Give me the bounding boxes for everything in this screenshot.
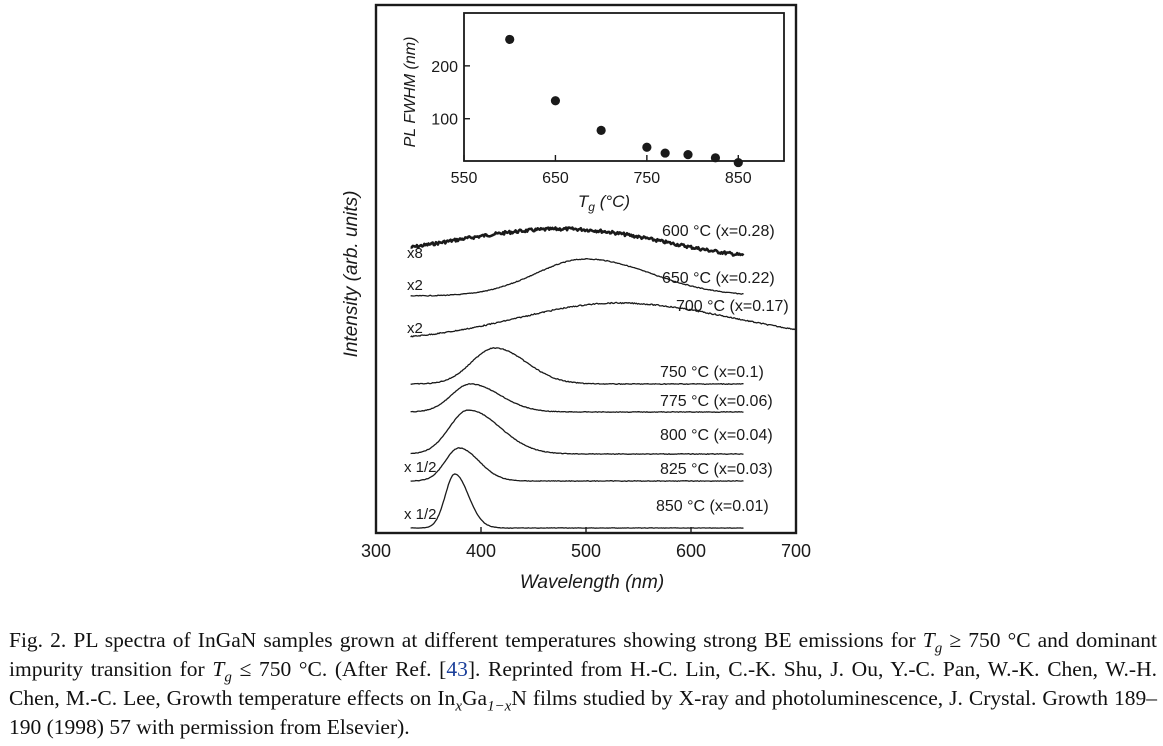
inset-y-axis-title: PL FWHM (nm) [402, 37, 419, 148]
inset-x-axis-title: Tg (°C) [578, 192, 630, 214]
spectrum-line [410, 226, 745, 257]
main-y-axis-title: Intensity (arb. units) [341, 191, 362, 358]
caption-tg-2: T [212, 657, 225, 681]
inset-y-tick-label: 100 [431, 112, 458, 129]
inset-x-tick-label: 550 [451, 170, 478, 187]
main-x-tick-label: 700 [781, 541, 811, 561]
spectrum-label: 600 °C (x=0.28) [662, 223, 775, 240]
inset-plot-frame [463, 12, 785, 162]
caption-text-2: ≥ 750 °C and dominant impurity transitio… [9, 628, 1157, 681]
spectrum-label: 825 °C (x=0.03) [660, 461, 773, 478]
scale-factor-label: x 1/2 [404, 506, 437, 523]
inset-data-point [733, 157, 743, 168]
scale-factor-label: x 1/2 [404, 459, 437, 476]
caption-sub-1mx: 1−x [487, 698, 512, 715]
spectrum-label: 800 °C (x=0.04) [660, 427, 773, 444]
spectrum-line [410, 409, 744, 455]
spectrum-line [410, 347, 744, 386]
inset-data-point [642, 142, 652, 152]
scale-factor-label: x8 [407, 245, 423, 262]
inset-data-point [660, 148, 670, 158]
spectrum-label: 850 °C (x=0.01) [656, 498, 769, 515]
inset-data-point [596, 125, 606, 135]
caption-text-5: N films studied by X-ray and photolumine… [9, 686, 1158, 739]
spectrum-line [410, 447, 744, 482]
main-x-tick-label: 500 [571, 541, 601, 561]
spectrum-label: 700 °C (x=0.17) [676, 298, 789, 315]
inset-x-tick-label: 650 [542, 170, 569, 187]
figure: 550 650 750 850 100 200 300 400 500 600 700 600 °C… [341, 3, 811, 593]
spectrum-line [410, 257, 744, 297]
inset-data-point [683, 150, 693, 160]
caption-fig-label: Fig. 2. [9, 628, 67, 652]
spectrum-label: 775 °C (x=0.06) [660, 393, 773, 410]
main-x-tick-label: 300 [361, 541, 391, 561]
spectrum-label: 750 °C (x=0.1) [660, 364, 764, 381]
inset-data-point [505, 34, 515, 45]
main-layer: 300 400 500 600 700 600 °C (x=0.28) x8 650 °C (… [361, 223, 811, 561]
spectrum-line [410, 473, 744, 529]
inset-data-point [550, 96, 561, 106]
caption-tg-sub-2: g [224, 669, 232, 686]
inset-y-tick-label: 200 [431, 59, 458, 76]
main-x-tick-label: 400 [466, 541, 496, 561]
scale-factor-label: x2 [407, 277, 423, 294]
spectrum-line [410, 301, 796, 338]
caption-sub-x: x [455, 698, 462, 715]
spectrum-label: 650 °C (x=0.22) [662, 270, 775, 287]
spectrum-line [410, 383, 744, 413]
figure-caption: Fig. 2. PL spectra of InGaN samples grow… [9, 626, 1157, 742]
caption-ref-link[interactable]: 43 [446, 657, 468, 681]
caption-tg-1: T [922, 628, 935, 652]
main-x-axis-title: Wavelength (nm) [520, 572, 664, 593]
caption-ga: Ga [461, 686, 488, 710]
inset-x-tick-label: 750 [634, 170, 661, 187]
caption-text-4: ]. Reprinted from H.-C. Lin, C.-K. Shu, … [9, 657, 1157, 710]
scale-factor-label: x2 [407, 320, 423, 337]
inset-x-tick-label: 850 [725, 170, 752, 187]
main-x-tick-label: 600 [676, 541, 706, 561]
inset-data-point [710, 153, 721, 163]
caption-text-1: PL spectra of InGaN samples grown at dif… [66, 628, 923, 652]
caption-text-3: ≤ 750 °C. (After Ref. [ [231, 657, 447, 681]
caption-tg-sub-1: g [934, 640, 943, 657]
inset-layer: 550 650 750 850 100 200 [431, 34, 752, 187]
